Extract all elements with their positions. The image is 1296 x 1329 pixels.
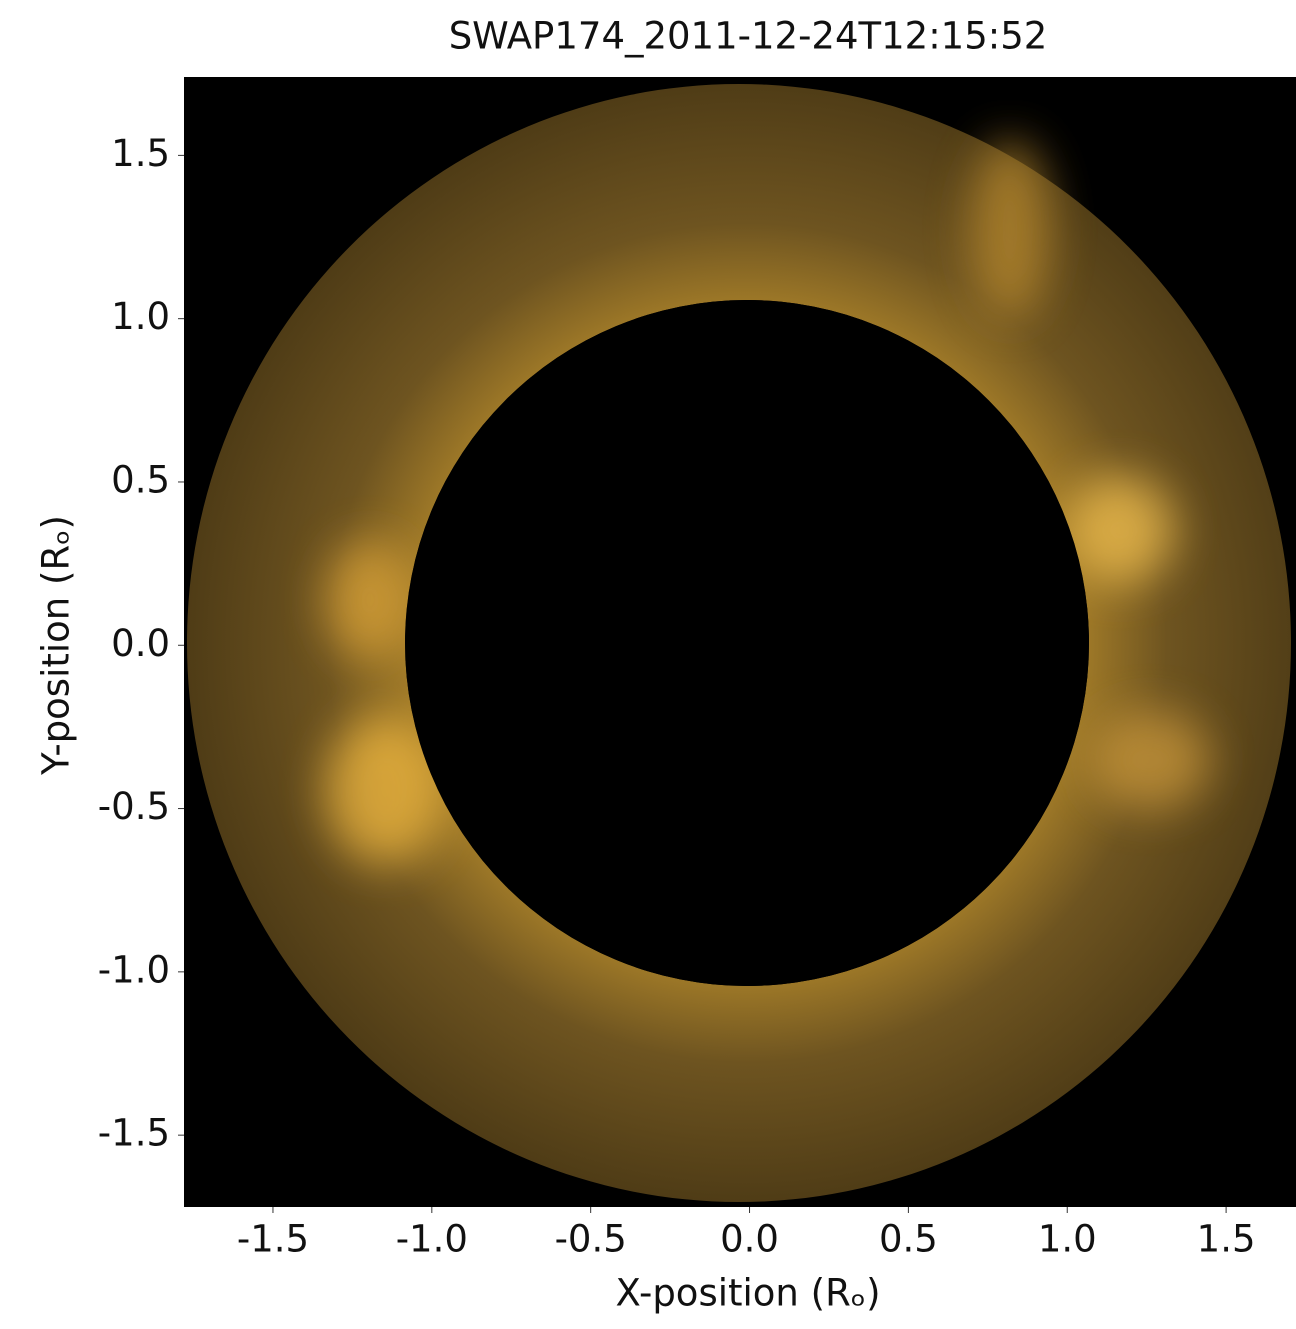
x-tick-label: -0.5 <box>555 1218 627 1261</box>
x-tick-label: -1.0 <box>396 1218 468 1261</box>
y-tick-label: 1.5 <box>111 132 170 175</box>
y-tick-label: 0.0 <box>111 622 170 665</box>
y-tick-label: 1.0 <box>111 295 170 338</box>
occulted-disk <box>405 300 1089 986</box>
x-tick-label: 0.0 <box>720 1218 779 1261</box>
x-tick-label: -1.5 <box>237 1218 309 1261</box>
x-tick-label: 1.5 <box>1197 1218 1256 1261</box>
x-tick-label: 0.5 <box>879 1218 938 1261</box>
page: SWAP174_2011-12-24T12:15:52 Y-position (… <box>0 0 1296 1329</box>
y-tick-label: -1.0 <box>98 948 170 991</box>
y-tick-label: -1.5 <box>98 1112 170 1155</box>
y-tick-label: 0.5 <box>111 458 170 501</box>
chart: SWAP174_2011-12-24T12:15:52 Y-position (… <box>0 0 1296 1329</box>
y-axis-label: Y-position (Rₒ) <box>35 515 78 776</box>
x-tick-label: 1.0 <box>1038 1218 1097 1261</box>
image-area <box>184 77 1296 1207</box>
y-tick-label: -0.5 <box>98 785 170 828</box>
x-axis-label: X-position (Rₒ) <box>615 1272 880 1315</box>
chart-title: SWAP174_2011-12-24T12:15:52 <box>449 15 1048 58</box>
